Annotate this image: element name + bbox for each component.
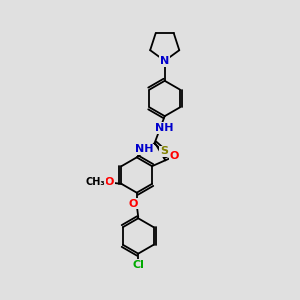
Text: O: O: [104, 177, 114, 188]
Text: N: N: [160, 56, 169, 66]
Text: Cl: Cl: [132, 260, 144, 270]
Text: S: S: [160, 146, 168, 157]
Text: CH₃: CH₃: [85, 177, 105, 188]
Text: NH: NH: [135, 144, 153, 154]
Text: O: O: [169, 152, 179, 161]
Text: O: O: [128, 199, 138, 208]
Text: NH: NH: [154, 123, 173, 133]
